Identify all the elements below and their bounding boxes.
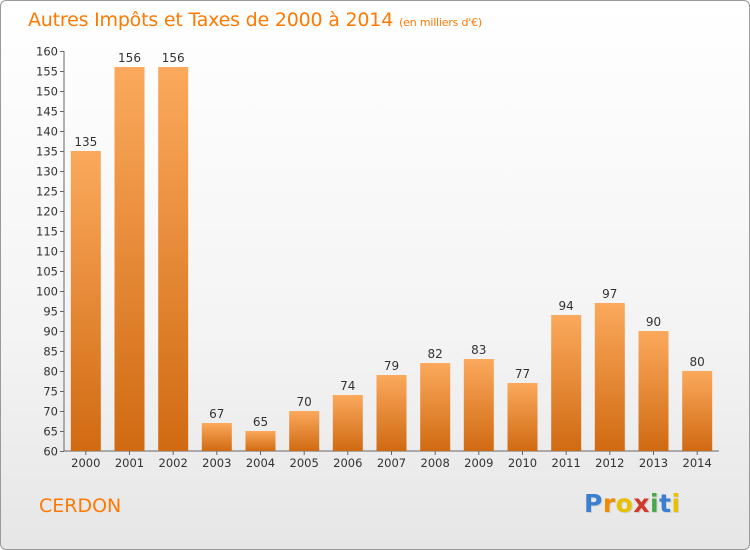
y-tick-label: 130 [36, 165, 58, 179]
x-tick-label-2009: 2009 [464, 456, 493, 470]
logo-letter: o [615, 489, 634, 518]
bar-2009 [463, 359, 494, 451]
y-tick-label: 145 [36, 105, 58, 119]
commune-name: CERDON [39, 495, 122, 517]
bar-2014 [682, 371, 713, 451]
bar-2002 [158, 67, 189, 451]
data-label-2005: 70 [297, 395, 312, 409]
y-tick-label: 90 [43, 325, 58, 339]
logo-letter: i [650, 489, 660, 518]
data-label-2006: 74 [340, 379, 355, 393]
data-label-2001: 156 [118, 51, 141, 65]
data-label-2004: 65 [253, 415, 268, 429]
data-label-2000: 135 [74, 135, 97, 149]
bar-2008 [420, 363, 451, 451]
data-label-2002: 156 [162, 51, 185, 65]
y-tick-label: 85 [43, 345, 58, 359]
y-tick-label: 125 [36, 185, 58, 199]
x-tick-label-2003: 2003 [202, 456, 231, 470]
x-tick-label-2000: 2000 [71, 456, 100, 470]
bar-2010 [507, 383, 538, 451]
bar-2005 [289, 411, 320, 451]
y-tick-label: 155 [36, 65, 58, 79]
logo-letter: r [602, 489, 616, 518]
data-label-2011: 94 [559, 299, 574, 313]
y-tick-label: 115 [36, 225, 58, 239]
x-tick-label-2005: 2005 [290, 456, 319, 470]
bar-2001 [114, 67, 145, 451]
y-tick-label: 70 [43, 405, 58, 419]
title-text: Autres Impôts et Taxes de 2000 à 2014 [28, 9, 394, 31]
logo-letter: i [671, 489, 681, 518]
x-tick-label-2011: 2011 [552, 456, 581, 470]
chart-title: Autres Impôts et Taxes de 2000 à 2014 (en… [28, 9, 482, 31]
y-tick-label: 65 [43, 425, 58, 439]
bar-2000 [70, 151, 101, 451]
data-label-2013: 90 [646, 315, 661, 329]
x-tick-label-2001: 2001 [115, 456, 144, 470]
y-tick-label: 120 [36, 205, 58, 219]
data-label-2009: 83 [471, 343, 486, 357]
x-tick-label-2002: 2002 [159, 456, 188, 470]
x-tick-label-2004: 2004 [246, 456, 275, 470]
logo-letter: P [584, 489, 603, 518]
bars: 135 156 156 67 65 70 74 79 82 83 77 94 97 90 80 [70, 51, 713, 451]
y-tick-label: 105 [36, 265, 58, 279]
x-tick-label-2008: 2008 [421, 456, 450, 470]
bar-2011 [551, 315, 582, 451]
x-tick-label-2010: 2010 [508, 456, 537, 470]
chart-subtitle: (en milliers d'€) [399, 16, 482, 29]
data-label-2012: 97 [602, 287, 617, 301]
y-tick-label: 140 [36, 125, 58, 139]
logo-letter: x [633, 489, 650, 518]
data-label-2010: 77 [515, 367, 530, 381]
y-tick-label: 160 [36, 45, 58, 59]
data-label-2007: 79 [384, 359, 399, 373]
x-tick-label-2007: 2007 [377, 456, 406, 470]
x-tick-label-2014: 2014 [683, 456, 712, 470]
y-tick-label: 135 [36, 145, 58, 159]
x-tick-label-2006: 2006 [333, 456, 362, 470]
data-label-2003: 67 [209, 407, 224, 421]
bar-2012 [594, 303, 625, 451]
data-label-2008: 82 [428, 347, 443, 361]
bar-2007 [376, 375, 407, 451]
y-tick-label: 60 [43, 445, 58, 459]
x-tick-label-2012: 2012 [595, 456, 624, 470]
logo-letter: t [659, 489, 672, 518]
y-tick-label: 150 [36, 85, 58, 99]
y-tick-label: 75 [43, 385, 58, 399]
proxiti-logo: Proxiti [584, 489, 681, 518]
bar-2013 [638, 331, 669, 451]
data-label-2014: 80 [690, 355, 705, 369]
y-tick-label: 80 [43, 365, 58, 379]
x-tick-label-2013: 2013 [639, 456, 668, 470]
y-tick-label: 100 [36, 285, 58, 299]
y-tick-label: 110 [36, 245, 58, 259]
bar-2004 [245, 431, 276, 451]
y-tick-label: 95 [43, 305, 58, 319]
bar-2006 [332, 395, 363, 451]
bar-2003 [201, 423, 232, 451]
